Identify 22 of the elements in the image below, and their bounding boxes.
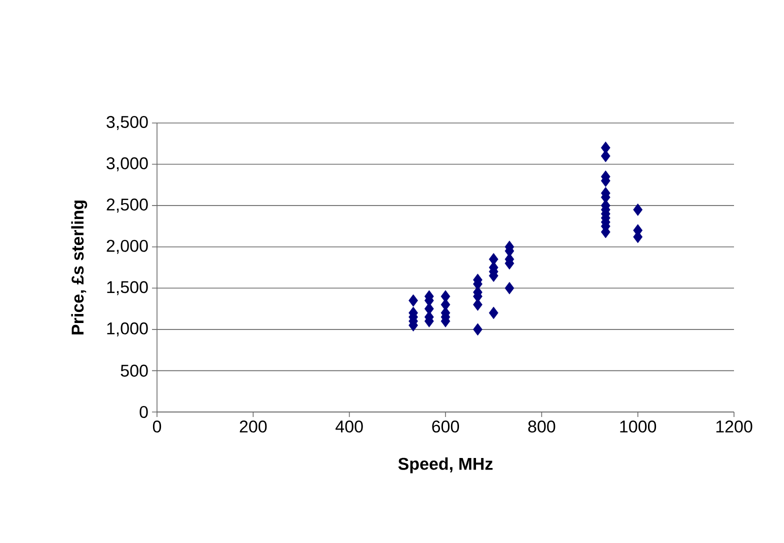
- x-tick-label: 0: [152, 420, 162, 433]
- x-axis-title: Speed, MHz: [398, 457, 493, 474]
- y-tick-label: 3,000: [106, 157, 148, 172]
- y-tick-label: 3,500: [106, 116, 148, 130]
- point: [633, 203, 643, 216]
- x-tick-label: 800: [528, 420, 556, 433]
- x-tick-label: 200: [240, 420, 267, 433]
- y-tick-label: 1,000: [107, 322, 148, 336]
- y-tick-label: 2,500: [106, 198, 148, 213]
- y-tick-label: 2,000: [106, 240, 148, 254]
- point: [504, 282, 514, 294]
- y-tick-label: 500: [120, 364, 148, 377]
- x-tick-label: 600: [432, 420, 460, 433]
- x-tick-label: 1200: [716, 420, 752, 433]
- y-tick-label: 0: [140, 406, 148, 418]
- point: [488, 306, 498, 320]
- y-axis-title: Price, £s sterling: [71, 200, 88, 334]
- x-tick-label: 400: [336, 420, 363, 433]
- y-tick-label: 1,500: [107, 281, 148, 296]
- x-tick-label: 1000: [620, 420, 656, 433]
- point: [473, 323, 482, 336]
- point: [408, 294, 418, 307]
